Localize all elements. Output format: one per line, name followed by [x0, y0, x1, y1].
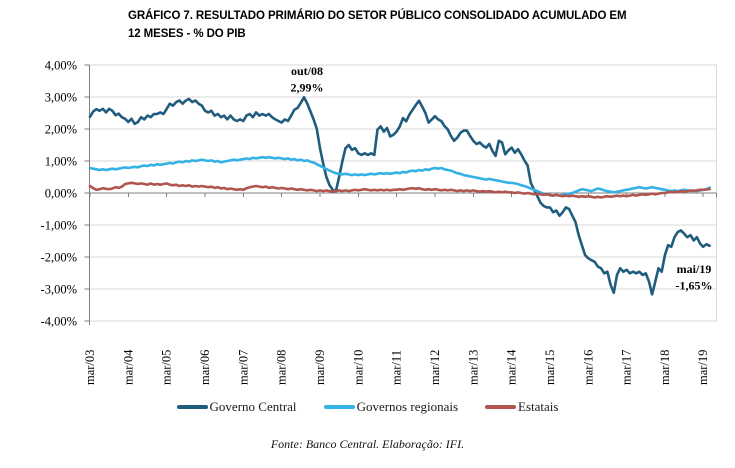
y-tick-label: -3,00% [41, 283, 77, 297]
series-line-governos-regionais [88, 155, 711, 197]
y-tick-label: 4,00% [45, 59, 77, 73]
annotation-out-08-line1: out/08 [291, 64, 323, 78]
x-tick-label: mar/13 [466, 350, 480, 385]
x-tick-label: mar/15 [543, 350, 557, 385]
legend-swatch-governos-regionais [323, 405, 355, 409]
x-tick-label: mar/04 [121, 349, 135, 385]
x-tick-label: mar/17 [620, 350, 634, 385]
source-note: Fonte: Banco Central. Elaboração: IFI. [270, 437, 465, 451]
x-tick-label: mar/18 [658, 350, 672, 385]
y-tick-label: -1,00% [41, 219, 77, 233]
y-tick-label: 3,00% [45, 91, 77, 105]
x-tick-label: mar/10 [351, 350, 365, 385]
chart-title-line2: 12 MESES - % DO PIB [128, 28, 246, 40]
series-line-governo-central [88, 96, 711, 296]
y-tick-label: 0,00% [45, 187, 77, 201]
x-tick-label: mar/12 [428, 350, 442, 385]
x-tick-label: mar/14 [505, 349, 519, 385]
y-tick-label: -2,00% [41, 251, 77, 265]
x-tick-label: mar/08 [275, 350, 289, 385]
x-tick-label: mar/16 [581, 350, 595, 385]
legend-item-estatais: Estatais [485, 399, 558, 415]
chart-title: GRÁFICO 7. RESULTADO PRIMÁRIO DO SETOR P… [128, 7, 728, 43]
legend-label-estatais: Estatais [518, 399, 559, 414]
x-tick-label: mar/03 [83, 350, 97, 385]
x-tick-label: mar/05 [160, 350, 174, 385]
x-tick-label: mar/07 [236, 350, 250, 385]
legend-swatch-governo-central [176, 405, 208, 409]
x-tick-label: mar/19 [696, 350, 710, 385]
annotation-mai-19-line2: -1,65% [676, 279, 713, 293]
annotation-mai-19-line1: mai/19 [677, 262, 712, 276]
legend: Governo Central Governos regionais Estat… [0, 399, 735, 415]
chart-title-line1: GRÁFICO 7. RESULTADO PRIMÁRIO DO SETOR P… [128, 10, 627, 22]
x-tick-label: mar/09 [313, 350, 327, 385]
y-tick-label: 1,00% [45, 155, 77, 169]
x-tick-label: mar/06 [198, 350, 212, 385]
annotation-out-08-line2: 2,99% [291, 81, 324, 95]
legend-item-governos-regionais: Governos regionais [323, 399, 459, 415]
x-tick-label: mar/11 [390, 350, 404, 385]
legend-swatch-estatais [485, 405, 517, 409]
y-tick-label: 2,00% [45, 123, 77, 137]
legend-label-governo-central: Governo Central [209, 399, 297, 414]
legend-item-governo-central: Governo Central [176, 399, 297, 415]
y-tick-label: -4,00% [41, 315, 77, 329]
chart-plot-area: 4,00% 3,00% 2,00% 1,00% 0,00% -1,00% -2,00% -3,… [41, 59, 717, 385]
series-line-estatais [88, 181, 711, 199]
legend-label-governos-regionais: Governos regionais [356, 399, 459, 414]
